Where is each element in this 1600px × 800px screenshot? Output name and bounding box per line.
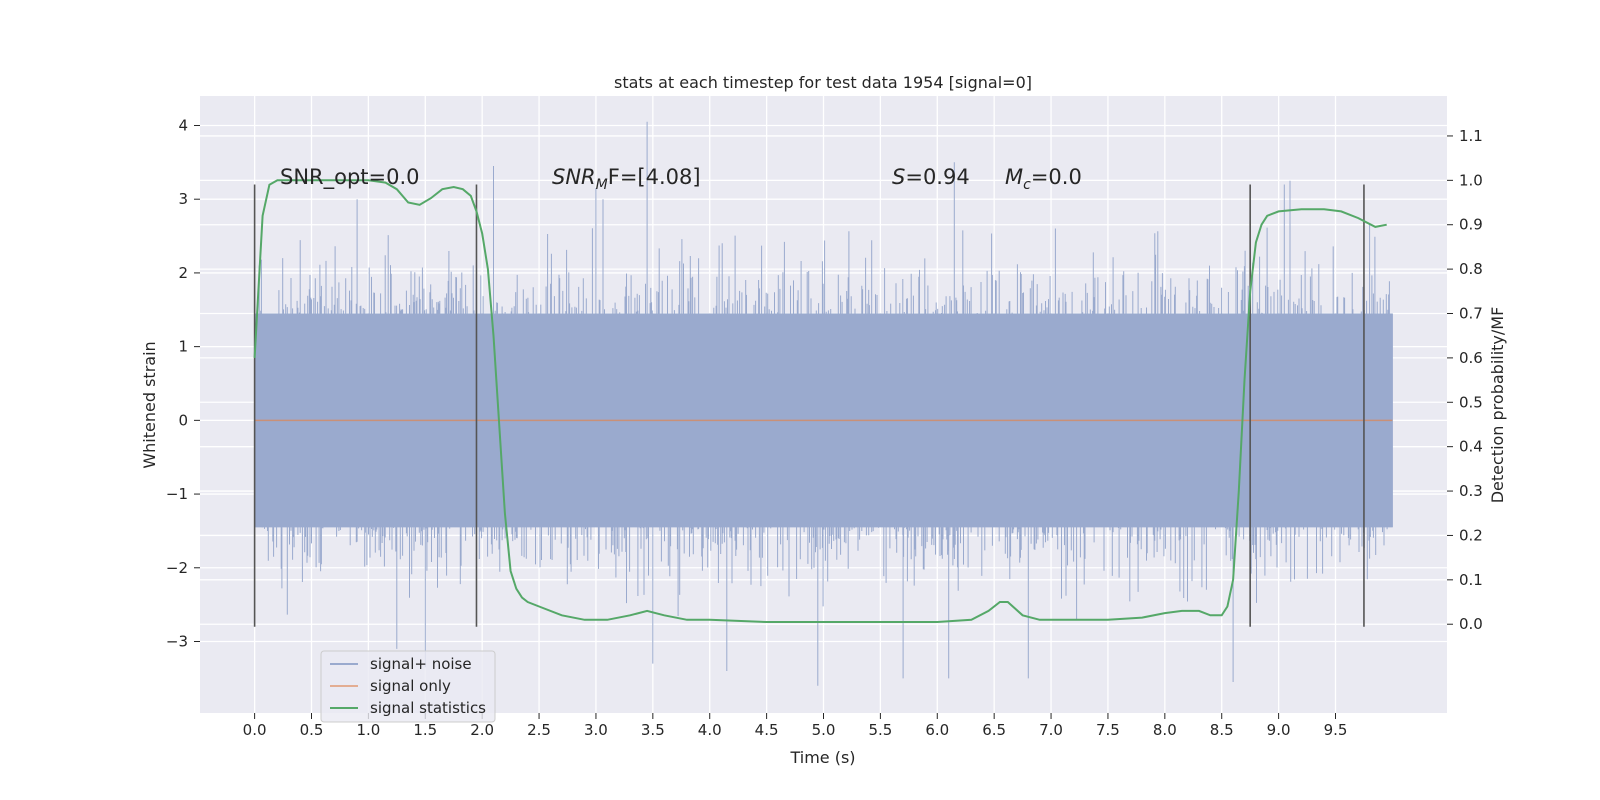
y-right-tick-label: 0.7 (1459, 305, 1483, 323)
y-right-tick-label: 0.9 (1459, 216, 1483, 234)
legend-label-signal: signal only (370, 677, 451, 695)
axis-ticks: 0.0 0.5 1.0 1.5 2.0 2.5 3.0 3.5 4.0 4.5 5.0 5.5 6.0 6… (166, 116, 1483, 739)
x-tick-label: 6.0 (925, 721, 949, 739)
legend: signal+ noise signal only signal statist… (320, 650, 496, 723)
x-tick-label: 9.5 (1324, 721, 1348, 739)
annotation-snr-mf-prefix: SNR (552, 165, 596, 189)
legend-label-noise: signal+ noise (370, 655, 472, 673)
annotation-s: S=0.94 (892, 165, 970, 189)
y-tick-label: 4 (178, 116, 188, 134)
x-tick-label: 3.5 (641, 721, 665, 739)
y-tick-label: −3 (166, 632, 188, 650)
signal-statistics-series (253, 179, 1387, 623)
y-right-tick-label: 0.5 (1459, 393, 1483, 411)
vertical-markers (253, 184, 1365, 627)
x-tick-label: 7.5 (1096, 721, 1120, 739)
x-axis-label: Time (s) (789, 748, 855, 767)
annotation-mc-symbol: M (1005, 165, 1023, 189)
annotation-snr-mf: SNRMF=[4.08] (552, 165, 701, 193)
annotation-s-symbol: S (892, 165, 905, 189)
legend-label-stats: signal statistics (370, 699, 486, 717)
x-tick-label: 2.5 (527, 721, 551, 739)
annotation-mc-sub: c (1023, 177, 1031, 193)
y-tick-label: −2 (166, 559, 188, 577)
y-tick-label: 1 (178, 338, 188, 356)
x-tick-label: 4.0 (698, 721, 722, 739)
x-tick-label: 4.5 (755, 721, 779, 739)
annotation-mc-value: =0.0 (1031, 165, 1082, 189)
x-tick-label: 1.0 (356, 721, 380, 739)
chart-title: stats at each timestep for test data 195… (614, 73, 1032, 92)
y-tick-label: −1 (166, 485, 188, 503)
annotation-snr-opt: SNR_opt=0.0 (280, 165, 420, 190)
x-tick-label: 1.5 (413, 721, 437, 739)
y-right-tick-label: 0.0 (1459, 615, 1483, 633)
x-tick-label: 8.5 (1210, 721, 1234, 739)
y-right-tick-label: 0.4 (1459, 438, 1483, 456)
x-tick-label: 0.0 (243, 721, 267, 739)
y-right-tick-label: 1.1 (1459, 127, 1483, 145)
annotation-s-value: =0.94 (905, 165, 969, 189)
x-tick-label: 5.5 (868, 721, 892, 739)
y-axis-label: Whitened strain (140, 341, 159, 468)
annotation-snr-mf-sub: M (596, 177, 608, 193)
legend-box (320, 650, 496, 723)
annotation-mc: Mc=0.0 (1005, 165, 1082, 193)
y-right-axis-label: Detection probability/MF (1488, 307, 1507, 504)
x-tick-label: 8.0 (1153, 721, 1177, 739)
x-tick-label: 6.5 (982, 721, 1006, 739)
y-tick-label: 0 (178, 411, 188, 429)
annotation-snr-mf-suffix: F=[4.08] (608, 165, 701, 189)
y-right-tick-label: 0.8 (1459, 260, 1483, 278)
y-right-tick-label: 0.1 (1459, 571, 1483, 589)
y-right-tick-label: 0.3 (1459, 482, 1483, 500)
x-tick-label: 5.0 (812, 721, 836, 739)
y-right-tick-label: 0.2 (1459, 526, 1483, 544)
x-tick-label: 9.0 (1267, 721, 1291, 739)
x-tick-label: 0.5 (300, 721, 324, 739)
x-tick-label: 2.0 (470, 721, 494, 739)
y-right-tick-label: 0.6 (1459, 349, 1483, 367)
x-tick-label: 3.0 (584, 721, 608, 739)
signal-statistics-line (253, 179, 1387, 623)
x-tick-label: 7.0 (1039, 721, 1063, 739)
y-tick-label: 2 (178, 264, 188, 282)
y-tick-label: 3 (178, 190, 188, 208)
y-right-tick-label: 1.0 (1459, 171, 1483, 189)
